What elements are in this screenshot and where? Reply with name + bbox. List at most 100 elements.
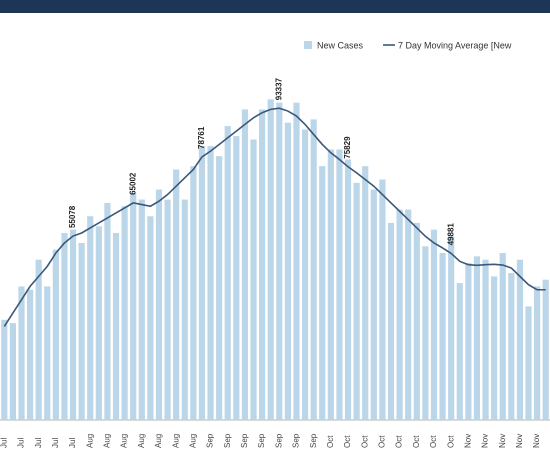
x-tick-label: Oct (446, 435, 455, 448)
x-tick-label: Nov (532, 434, 541, 448)
legend-label: New Cases (317, 40, 364, 50)
x-tick-label: Aug (171, 434, 180, 448)
bar (448, 236, 455, 420)
bar (499, 253, 506, 420)
data-label: 65002 (128, 172, 137, 195)
bar (138, 199, 145, 420)
bar (259, 109, 266, 420)
bar (121, 206, 128, 420)
bar (87, 216, 94, 420)
x-tick-label: Nov (498, 434, 507, 448)
bar (379, 179, 386, 420)
moving-average-line (3, 107, 546, 327)
x-tick-label: Oct (360, 435, 369, 448)
bar (9, 323, 16, 420)
bar (422, 246, 429, 420)
bar (344, 159, 352, 421)
bar (353, 182, 360, 420)
data-label: 55078 (68, 205, 77, 228)
x-tick-label: Oct (412, 435, 421, 448)
x-tick-label: Sep (240, 433, 249, 448)
bar (173, 169, 180, 420)
bar (104, 202, 111, 420)
x-tick-label: Jul (51, 438, 60, 448)
bar (310, 119, 317, 421)
bar (61, 232, 68, 420)
x-tick-label: Jul (0, 438, 8, 448)
bar (267, 99, 274, 421)
x-tick-label: Sep (223, 433, 232, 448)
data-label: 93337 (274, 77, 283, 100)
bar (491, 276, 498, 420)
bar (78, 242, 85, 420)
legend-label: 7 Day Moving Average [New (398, 40, 512, 50)
legend: New Cases 7 Day Moving Average [New (304, 40, 512, 50)
x-tick-label: Sep (292, 433, 301, 448)
bar (216, 156, 223, 420)
bar (387, 222, 395, 420)
x-tick-label: Nov (463, 434, 472, 448)
bar (52, 249, 59, 420)
x-tick-label: Oct (378, 435, 387, 448)
x-tick-label: Nov (515, 434, 524, 448)
x-tick-label: Aug (85, 434, 94, 448)
bar (112, 232, 120, 420)
bar (198, 146, 206, 420)
x-tick-label: Nov (481, 434, 490, 448)
x-tick-label: Jul (17, 438, 26, 448)
data-label: 75829 (343, 136, 352, 159)
x-tick-label: Sep (206, 433, 215, 448)
x-tick-label: Aug (137, 434, 146, 448)
bar (516, 259, 524, 420)
bar (542, 279, 549, 420)
x-tick-label: Jul (34, 438, 43, 448)
bar (164, 199, 171, 420)
bar (207, 146, 214, 420)
bar (130, 192, 137, 420)
bar (456, 283, 463, 420)
bar (181, 199, 188, 420)
bar (319, 166, 326, 420)
bar (233, 136, 240, 420)
bar (525, 306, 532, 420)
x-tick-label: Aug (154, 434, 163, 448)
bar (155, 189, 163, 420)
x-tick-label: Sep (257, 433, 266, 448)
bar (473, 256, 481, 420)
bar (293, 102, 300, 420)
bar (396, 209, 403, 420)
bar (18, 286, 25, 420)
bar (69, 229, 77, 420)
bar (284, 122, 291, 421)
bar (405, 209, 412, 420)
bar (327, 149, 334, 420)
x-tick-label: Aug (120, 434, 129, 448)
bar (1, 319, 8, 420)
bar (430, 229, 438, 420)
bar (336, 149, 343, 420)
bar (35, 259, 42, 420)
title-bar (0, 0, 550, 13)
bar (439, 253, 446, 420)
bar (44, 286, 51, 420)
bar (95, 226, 102, 420)
x-tick-label: Sep (274, 433, 283, 448)
x-tick-label: Jul (68, 438, 77, 448)
x-tick-label: Oct (343, 435, 352, 448)
legend-swatch (304, 41, 312, 49)
bar (301, 129, 309, 421)
x-tick-label: Oct (429, 435, 438, 448)
bar (241, 109, 249, 420)
x-tick-label: Oct (326, 435, 335, 448)
data-label: 78761 (197, 126, 206, 149)
x-tick-label: Aug (103, 434, 112, 448)
bar (26, 289, 34, 420)
bar (362, 166, 369, 420)
bar (482, 259, 489, 420)
x-tick-label: Aug (188, 434, 197, 448)
bar (190, 166, 197, 420)
bar (534, 286, 541, 420)
bar (465, 263, 472, 420)
bar (224, 126, 231, 420)
